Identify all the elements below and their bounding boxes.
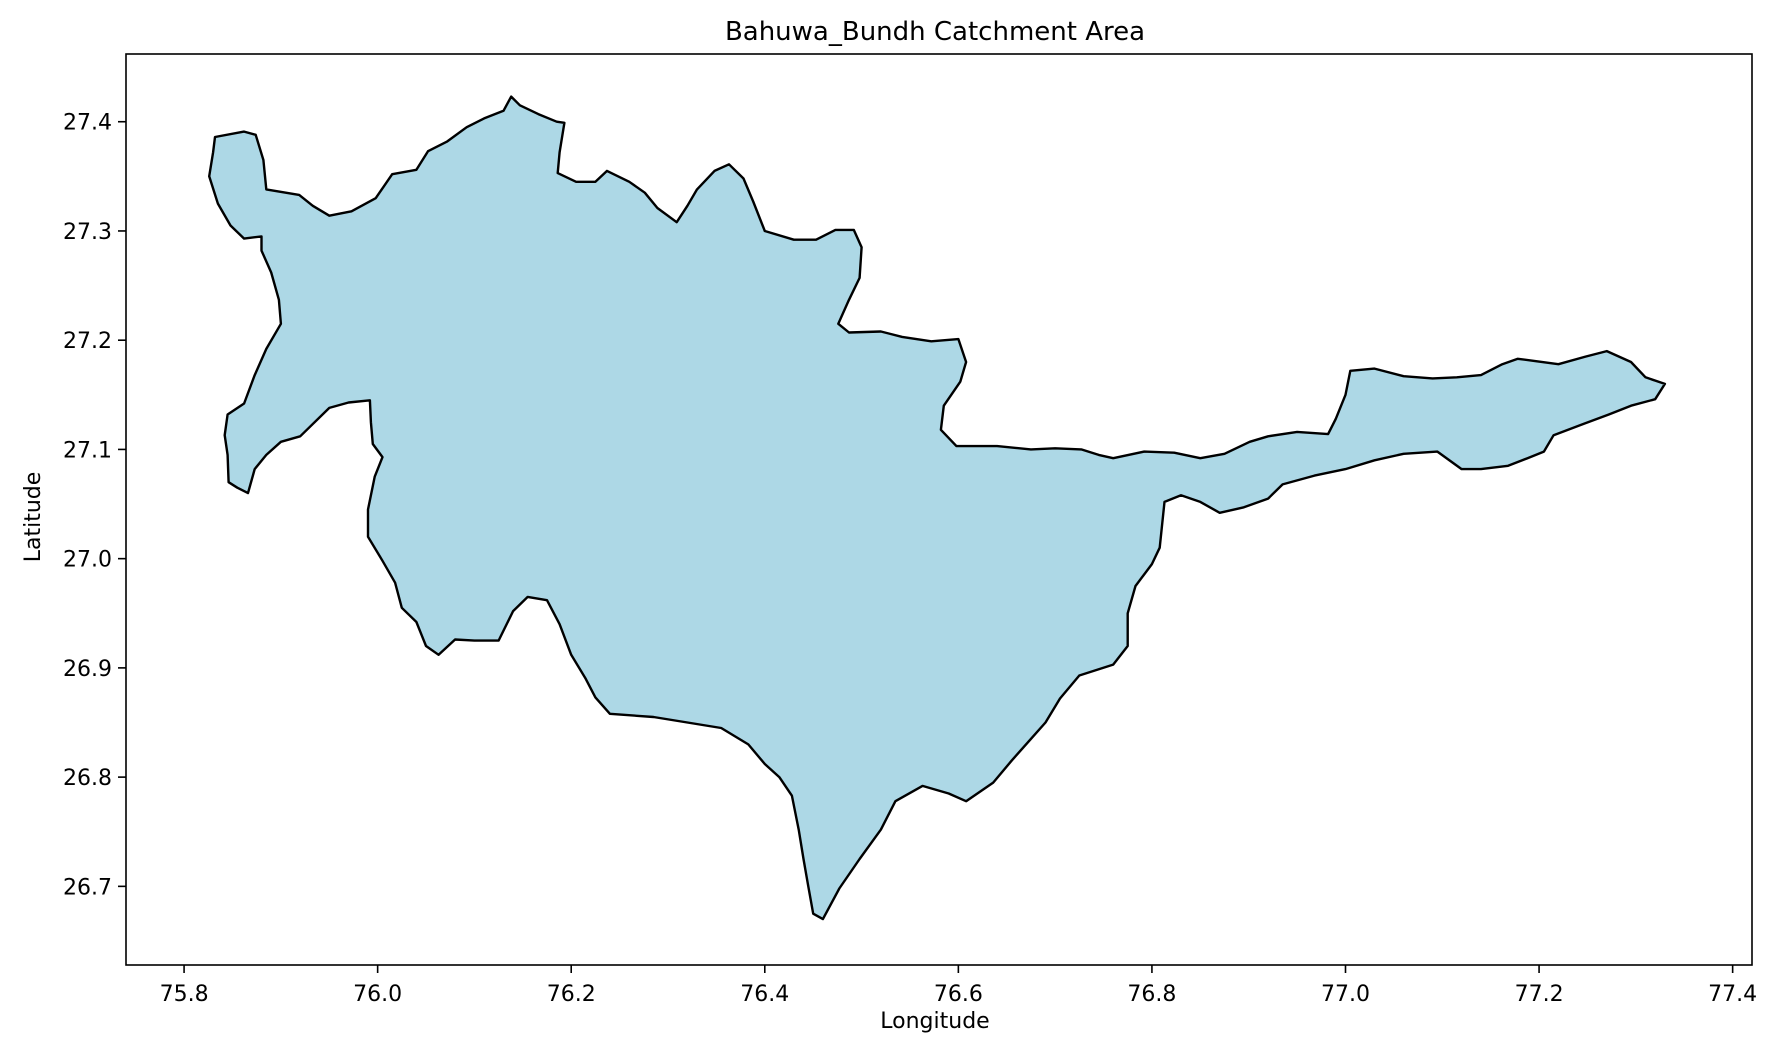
x-tick-label: 76.2 [547, 982, 596, 1007]
plot-area [125, 53, 1753, 966]
x-tick-label: 75.8 [160, 982, 209, 1007]
y-tick-label: 27.3 [63, 220, 112, 245]
x-axis-ticks: 75.8 76.0 76.2 76.4 76.6 76.8 77.0 77.2 77.4 [160, 965, 1757, 1007]
x-tick-label: 77.4 [1708, 982, 1757, 1007]
chart-title: Bahuwa_Bundh Catchment Area [725, 17, 1145, 47]
axes-frame [125, 53, 1753, 966]
x-tick-label: 77.2 [1515, 982, 1564, 1007]
x-tick-label: 76.0 [353, 982, 402, 1007]
y-axis-ticks: 26.7 26.8 26.9 27.0 27.1 27.2 27.3 27.4 [63, 111, 126, 900]
y-axis-label: Latitude [21, 472, 46, 563]
y-tick-label: 27.1 [63, 438, 112, 463]
catchment-area-polygon [208, 95, 1667, 921]
y-tick-label: 27.4 [63, 111, 112, 136]
x-tick-label: 76.6 [934, 982, 983, 1007]
x-axis-label: Longitude [880, 1009, 989, 1034]
y-tick-label: 27.0 [63, 548, 112, 573]
x-tick-label: 76.8 [1127, 982, 1176, 1007]
x-tick-label: 77.0 [1321, 982, 1370, 1007]
y-tick-label: 26.9 [63, 657, 112, 682]
y-tick-label: 26.8 [63, 766, 112, 791]
y-tick-label: 27.2 [63, 329, 112, 354]
y-tick-label: 26.7 [63, 875, 112, 900]
x-tick-label: 76.4 [740, 982, 789, 1007]
